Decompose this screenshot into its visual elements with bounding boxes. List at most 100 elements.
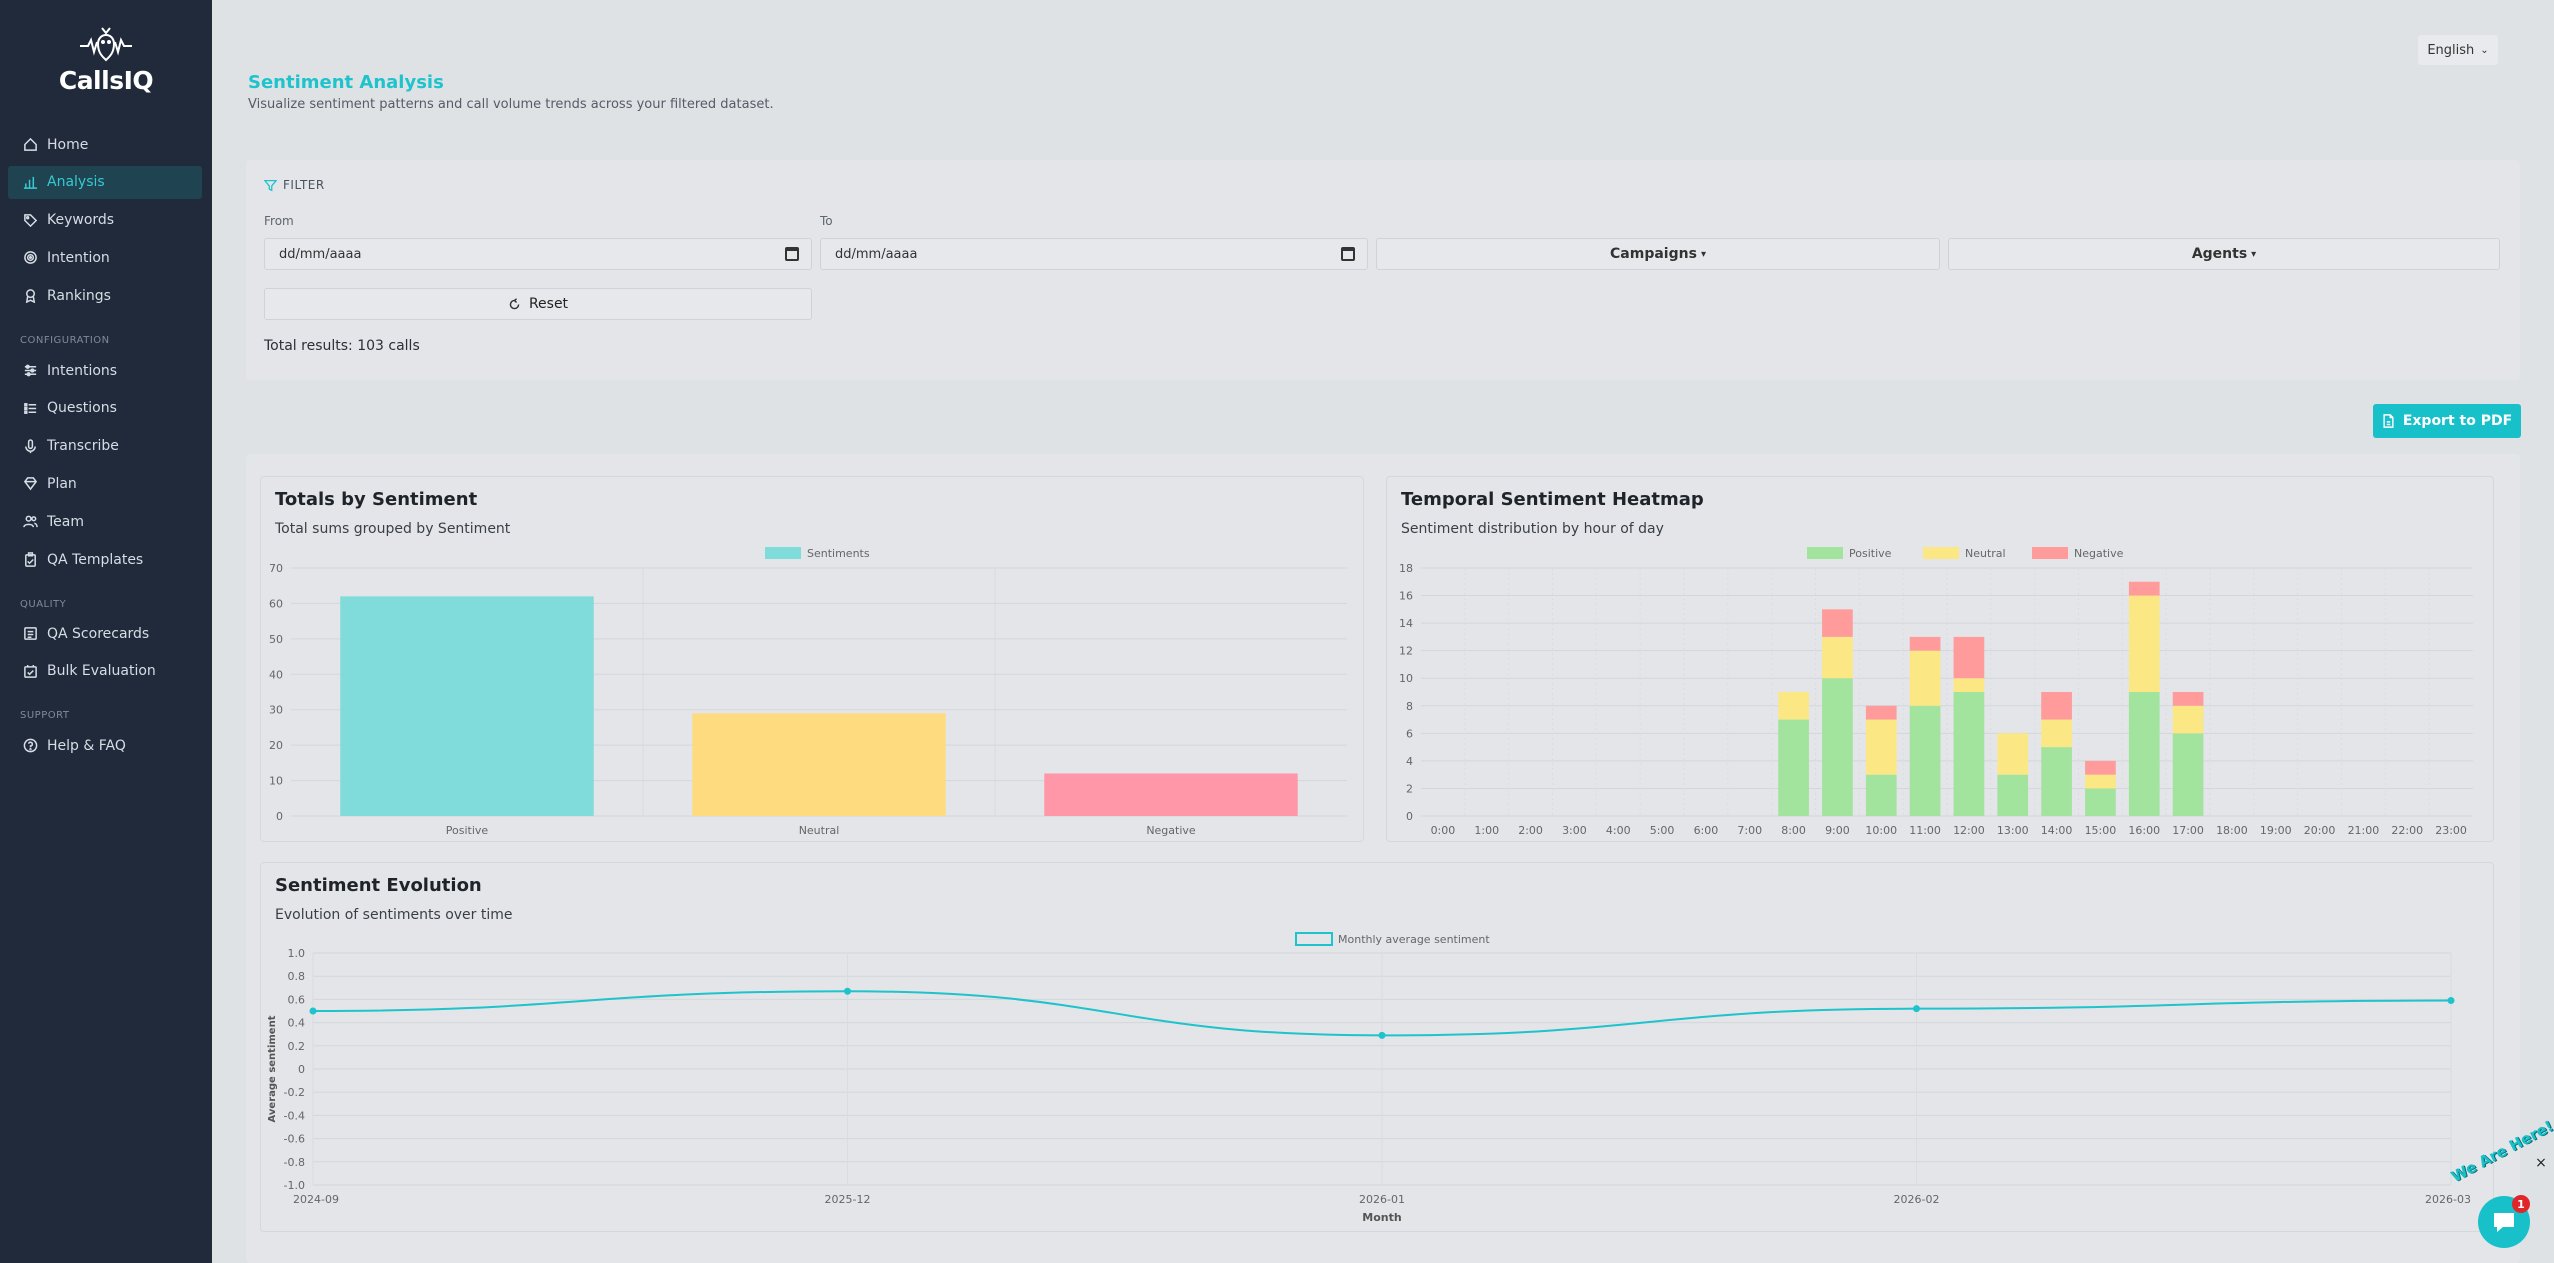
heatmap-chart-card: Temporal Sentiment Heatmap Sentiment dis… <box>1386 476 2494 842</box>
caret-down-icon: ▾ <box>1700 248 1706 260</box>
y-tick-label: 20 <box>269 739 283 752</box>
data-point-2025-12 <box>844 987 851 995</box>
to-date-input[interactable]: dd/mm/aaaa <box>820 238 1368 270</box>
sidebar-item-plan[interactable]: Plan <box>8 467 202 500</box>
y-tick-label: 12 <box>1399 645 1413 658</box>
logo-text: CallsIQ <box>58 66 154 95</box>
calendar-icon[interactable] <box>785 247 799 261</box>
x-tick-label: 21:00 <box>2348 824 2380 837</box>
x-tick-label: 2025-12 <box>825 1193 871 1206</box>
bar-negative-1100 <box>1909 636 1941 651</box>
evolution-chart-title: Sentiment Evolution <box>275 875 482 896</box>
sidebar-item-intentions[interactable]: Intentions <box>8 354 202 387</box>
y-tick-label: 0.2 <box>288 1040 306 1053</box>
export-pdf-button[interactable]: Export to PDF <box>2373 404 2521 438</box>
data-point-2026-01 <box>1378 1031 1386 1039</box>
y-tick-label: 40 <box>269 668 283 681</box>
legend-swatch <box>765 547 801 559</box>
y-tick-label: 60 <box>269 597 283 610</box>
y-tick-label: 30 <box>269 704 283 717</box>
bar-positive-1300 <box>1997 774 2029 816</box>
sidebar-item-home[interactable]: Home <box>8 128 202 161</box>
logo[interactable]: CallsIQ <box>0 24 212 95</box>
bar-neutral-1500 <box>2085 774 2116 789</box>
from-label: From <box>264 214 294 228</box>
bar-neutral-1400 <box>2041 719 2072 748</box>
x-tick-label: 11:00 <box>1909 824 1941 837</box>
legend-label: Neutral <box>1965 547 2006 560</box>
page-subtitle: Visualize sentiment patterns and call vo… <box>248 97 774 112</box>
bar-neutral <box>692 713 946 816</box>
x-tick-label: 2:00 <box>1518 824 1543 837</box>
bar-negative-1400 <box>2041 692 2072 720</box>
sidebar-item-rankings[interactable]: Rankings <box>8 279 202 312</box>
sidebar-item-bulk-evaluation[interactable]: Bulk Evaluation <box>8 655 202 688</box>
reset-button[interactable]: Reset <box>264 288 812 320</box>
bar-neutral-1100 <box>1909 650 1941 706</box>
logo-icon <box>80 27 132 62</box>
x-tick-label: 22:00 <box>2391 824 2423 837</box>
scorecard-icon <box>22 626 38 642</box>
calendar-icon[interactable] <box>1341 247 1355 261</box>
sidebar-item-qa-templates[interactable]: QA Templates <box>8 543 202 576</box>
x-tick-label: 12:00 <box>1953 824 1985 837</box>
heatmap-chart-subtitle: Sentiment distribution by hour of day <box>1401 521 1664 537</box>
main-content: English ⌄ Sentiment Analysis Visualize s… <box>212 0 2554 1263</box>
sidebar-item-transcribe[interactable]: Transcribe <box>8 430 202 463</box>
bar-negative-1000 <box>1865 705 1897 720</box>
agents-dropdown[interactable]: Agents ▾ <box>1948 238 2500 270</box>
charts-section: Totals by Sentiment Total sums grouped b… <box>246 454 2520 1263</box>
help-circle-icon <box>22 738 38 754</box>
legend-label: Sentiments <box>807 547 870 560</box>
bar-positive-1700 <box>2172 733 2204 816</box>
x-tick-label: 9:00 <box>1825 824 1850 837</box>
nav-section-support: SUPPORT <box>20 710 70 721</box>
sidebar-item-label: Analysis <box>47 174 105 191</box>
award-icon <box>22 288 38 304</box>
data-point-2024-09 <box>309 1007 317 1015</box>
from-date-input[interactable]: dd/mm/aaaa <box>264 238 812 270</box>
chat-notification-badge: 1 <box>2512 1195 2530 1213</box>
language-select[interactable]: English ⌄ <box>2418 35 2498 65</box>
bar-positive-1100 <box>1909 705 1941 816</box>
y-tick-label: 70 <box>269 562 283 575</box>
campaigns-dropdown[interactable]: Campaigns ▾ <box>1376 238 1940 270</box>
bulk-icon <box>22 663 38 679</box>
x-tick-label: Positive <box>446 824 489 837</box>
data-point-2026-03 <box>2447 997 2455 1005</box>
bar-positive-900 <box>1822 678 1853 816</box>
target-icon <box>22 250 38 266</box>
y-tick-label: -0.4 <box>284 1109 305 1122</box>
bar-neutral-1200 <box>1953 678 1985 692</box>
sidebar-item-analysis[interactable]: Analysis <box>8 165 202 199</box>
bar-positive <box>340 596 594 816</box>
sidebar-item-intention[interactable]: Intention <box>8 241 202 274</box>
x-tick-label: 3:00 <box>1562 824 1587 837</box>
y-tick-label: 0.8 <box>288 970 306 983</box>
language-label: English <box>2427 42 2475 58</box>
sidebar-item-help[interactable]: Help & FAQ <box>8 729 202 762</box>
sidebar-item-label: Plan <box>47 475 77 492</box>
sidebar-item-qa-scorecards[interactable]: QA Scorecards <box>8 617 202 650</box>
y-tick-label: 50 <box>269 633 283 646</box>
x-tick-label: 19:00 <box>2260 824 2292 837</box>
legend-label: Positive <box>1849 547 1892 560</box>
x-tick-label: 8:00 <box>1781 824 1806 837</box>
y-tick-label: 10 <box>1399 672 1413 685</box>
y-tick-label: 6 <box>1406 727 1413 740</box>
y-tick-label: 1.0 <box>288 947 306 960</box>
sidebar: CallsIQ Home Analysis Keywords Intention Ran… <box>0 0 212 1263</box>
y-tick-label: 8 <box>1406 700 1413 713</box>
sidebar-item-label: Home <box>47 136 89 153</box>
sidebar-item-keywords[interactable]: Keywords <box>8 204 202 237</box>
sidebar-item-team[interactable]: Team <box>8 505 202 538</box>
x-tick-label: 17:00 <box>2172 824 2204 837</box>
chat-close-icon[interactable]: × <box>2535 1155 2547 1171</box>
bar-positive-800 <box>1778 719 1809 816</box>
clipboard-icon <box>22 552 38 568</box>
bar-neutral-800 <box>1778 692 1809 720</box>
totals-bar-chart: Sentiments 0 10 20 30 40 50 60 70 Positive Neutral… <box>269 547 1347 837</box>
bar-neutral-1300 <box>1997 733 2029 775</box>
sidebar-item-questions[interactable]: Questions <box>8 392 202 425</box>
sidebar-item-label: Intention <box>47 249 110 266</box>
